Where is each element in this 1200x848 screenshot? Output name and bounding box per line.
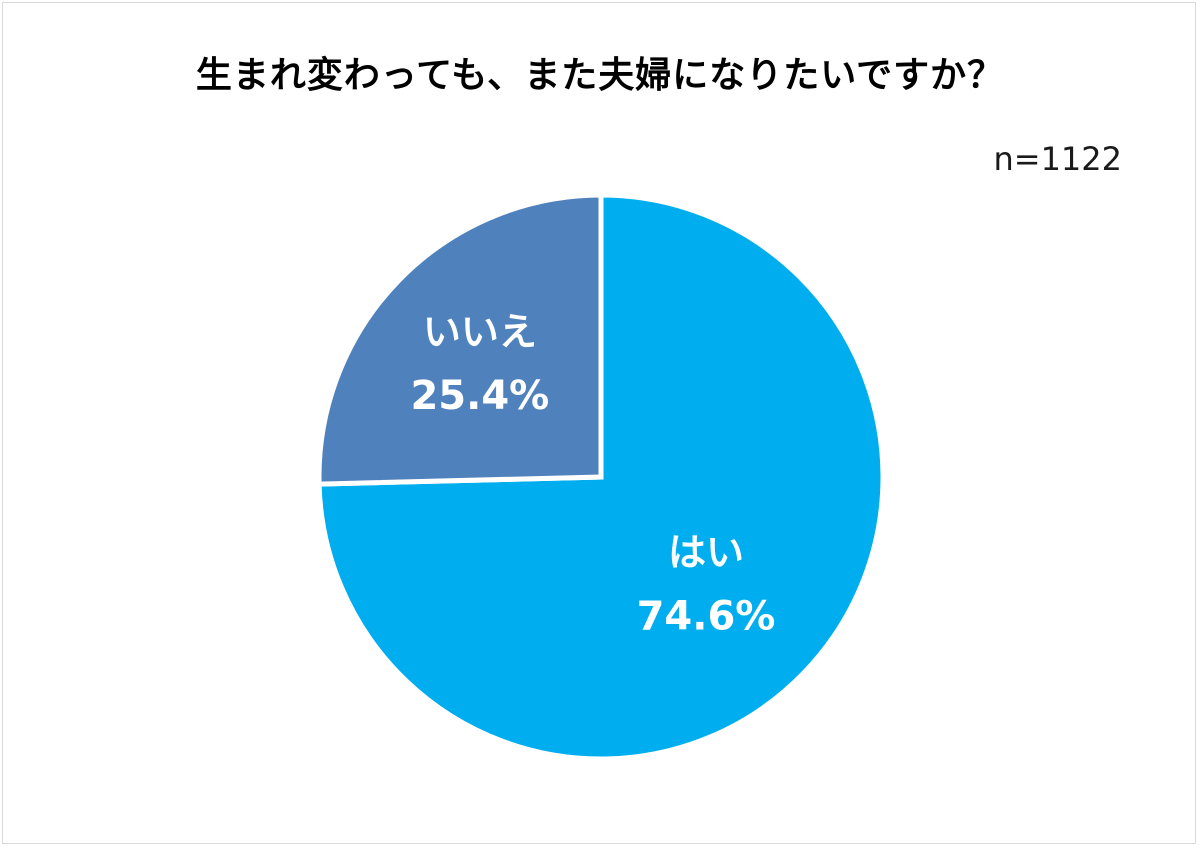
slice-value-label-0: 74.6% xyxy=(637,593,776,639)
chart-title: 生まれ変わっても、また夫婦になりたいですか？ xyxy=(195,55,1005,96)
pie-slice-1 xyxy=(316,192,604,487)
slice-category-label-0: はい xyxy=(668,530,744,574)
slice-value-label-1: 25.4% xyxy=(410,373,549,419)
slice-category-label-1: いいえ xyxy=(423,310,537,354)
sample-size: n=1122 xyxy=(993,140,1122,178)
